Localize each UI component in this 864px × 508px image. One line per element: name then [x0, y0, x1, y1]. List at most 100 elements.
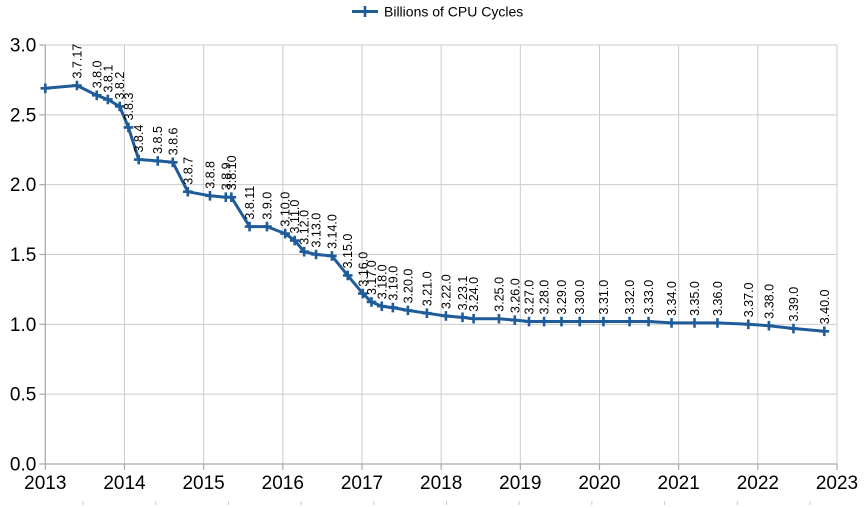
data-point-label: 3.15.0: [341, 234, 355, 269]
data-point-label: 3.16.0: [356, 252, 370, 287]
data-point-label: 3.18.0: [375, 264, 389, 299]
x-axis-tick-label: 2015: [182, 473, 224, 494]
data-point-label: 3.29.0: [555, 280, 569, 315]
data-point-marker: [205, 191, 215, 201]
gridlines: [44, 44, 838, 465]
data-point-marker: [388, 302, 398, 313]
data-point-label: 3.39.0: [787, 287, 801, 322]
series-line: [45, 84, 825, 333]
x-axis-tick-label: 2020: [578, 473, 620, 494]
data-point-label: 3.8.9: [219, 162, 233, 190]
data-point-marker: [91, 90, 102, 101]
data-point-marker: [666, 318, 677, 328]
y-axis-tick-label: 0.5: [10, 385, 36, 406]
data-point-marker: [457, 312, 468, 323]
data-point-label: 3.8.8: [204, 161, 218, 189]
legend: Billions of CPU Cycles: [352, 4, 523, 20]
data-point-marker: [574, 316, 585, 327]
data-point-label: 3.8.4: [132, 125, 146, 153]
x-axis-tick-label: 2014: [103, 473, 146, 494]
data-point-label: 3.13.0: [310, 213, 324, 248]
x-axis-tick-label: 2017: [341, 473, 383, 494]
data-point-label: 3.28.0: [538, 280, 552, 315]
data-point-marker: [524, 316, 534, 327]
data-point-marker: [366, 297, 377, 307]
data-point-label: 3.8.11: [243, 186, 257, 220]
data-point-label: 3.17.0: [365, 260, 379, 295]
y-axis-tick-label: 1.0: [10, 315, 36, 336]
axis-tick-labels: 0.0 0.5 1.0 1.5 2.0 2.5 3.0 2013 2014 2015 2016 201…: [10, 36, 858, 495]
data-point-label: 3.9.0: [261, 192, 275, 220]
data-point-label: 3.24.0: [467, 277, 481, 312]
data-point-label: 3.8.2: [113, 72, 127, 100]
spreadsheet-cell-border-ticks: [82, 501, 811, 505]
data-point-marker: [226, 192, 237, 203]
data-point-label: 3.27.0: [523, 280, 537, 315]
data-point-label: 3.38.0: [762, 284, 776, 319]
data-point-label: 3.30.0: [573, 280, 587, 315]
data-point-marker: [494, 313, 504, 324]
data-point-label: 3.37.0: [742, 282, 756, 317]
data-point-marker: [167, 157, 178, 168]
data-point-labels: 3.7.17 3.8.03.8.13.8.23.8.33.8.4 3.8.5 3.8.…: [71, 44, 832, 325]
data-point-label: 3.34.0: [665, 281, 679, 316]
data-point-label: 3.22.0: [439, 274, 453, 309]
legend-label: Billions of CPU Cycles: [384, 4, 523, 20]
data-point-marker: [376, 301, 387, 311]
data-point-marker: [103, 94, 113, 105]
data-point-marker: [539, 316, 549, 327]
data-point-label: 3.21.0: [420, 271, 434, 306]
data-point-label: 3.36.0: [711, 281, 725, 316]
data-point-label: 3.33.0: [642, 280, 656, 315]
data-point-marker: [764, 320, 774, 331]
data-point-marker: [422, 308, 432, 318]
data-point-marker: [311, 249, 321, 260]
y-axis-tick-label: 2.0: [10, 175, 36, 196]
data-point-label: 3.31.0: [597, 280, 611, 315]
x-axis-tick-label: 2018: [420, 473, 462, 494]
data-point-marker: [114, 101, 125, 112]
data-point-marker: [624, 316, 635, 327]
data-point-marker: [788, 323, 799, 334]
data-point-label: 3.8.10: [225, 155, 239, 190]
x-axis-tick-label: 2023: [816, 473, 858, 494]
data-point-label: 3.8.6: [166, 127, 180, 155]
data-point-label: 3.8.7: [181, 157, 195, 185]
data-point-marker: [712, 318, 723, 328]
data-point-marker: [598, 316, 609, 327]
data-point-label: 3.19.0: [386, 266, 400, 301]
data-point-label: 3.7.17: [71, 44, 85, 79]
y-axis-tick-label: 0.0: [10, 455, 36, 476]
x-axis-tick-label: 2016: [262, 473, 304, 494]
data-point-marker: [819, 326, 830, 337]
x-axis-tick-label: 2019: [499, 473, 541, 494]
data-point-marker: [743, 319, 754, 330]
y-axis-tick-label: 3.0: [10, 36, 36, 57]
data-series: [40, 80, 830, 337]
x-axis-tick-label: 2013: [24, 473, 66, 494]
data-point-label: 3.12.0: [298, 210, 312, 245]
data-point-label: 3.10.0: [279, 192, 293, 227]
data-point-label: 3.26.0: [508, 278, 522, 313]
data-point-marker: [123, 122, 134, 133]
data-point-marker: [280, 228, 290, 239]
data-point-marker: [643, 316, 654, 327]
data-point-marker: [556, 316, 567, 327]
data-point-label: 3.32.0: [623, 280, 637, 315]
axes: [39, 44, 838, 470]
data-point-marker: [403, 305, 413, 316]
data-point-marker: [40, 83, 51, 94]
y-axis-tick-label: 2.5: [10, 105, 36, 126]
data-point-label: 3.8.0: [90, 60, 104, 88]
data-point-marker: [509, 315, 520, 325]
data-point-marker: [689, 318, 700, 328]
data-point-marker: [441, 311, 451, 321]
x-axis-tick-label: 2021: [658, 473, 700, 494]
data-point-marker: [468, 313, 479, 324]
data-point-marker: [357, 288, 368, 299]
data-point-label: 3.8.5: [151, 126, 165, 154]
data-point-label: 3.11.0: [288, 200, 302, 234]
data-point-marker: [342, 270, 353, 281]
